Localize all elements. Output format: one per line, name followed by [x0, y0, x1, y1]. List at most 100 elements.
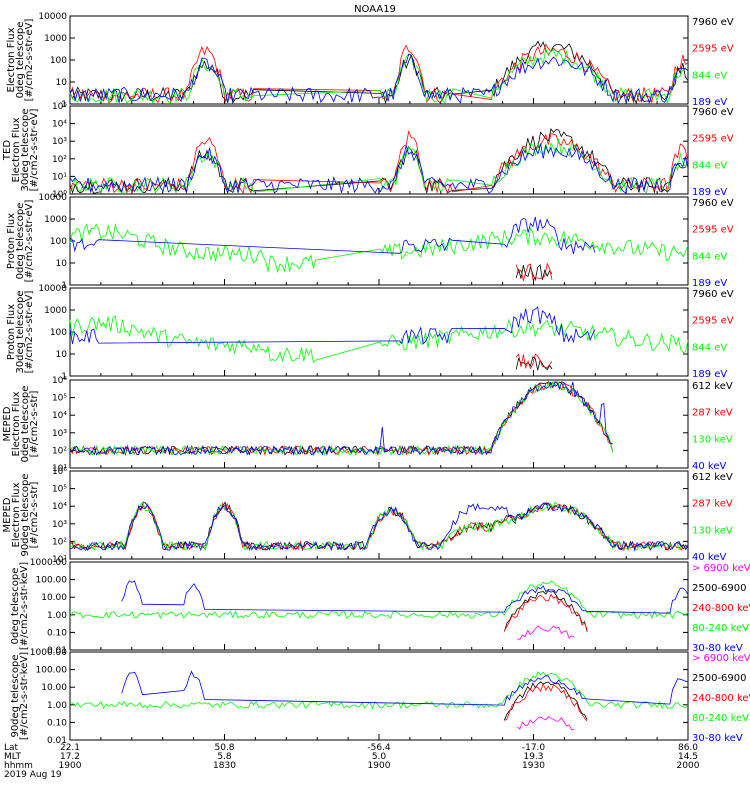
y-tick-label: 10000: [38, 193, 67, 203]
y-tick-label: 10¹: [52, 555, 67, 565]
y-axis-label: 0deg telescope: [20, 386, 31, 463]
panel-7: 1000.00 100.00 10.00 1.00 0.10 0.01 0deg teles…: [10, 558, 750, 656]
y-tick-label: 10³: [52, 429, 67, 439]
y-tick-label: 10⁰: [52, 190, 67, 200]
y-axis-label: 0deg telescope: [15, 203, 26, 280]
x-axis-date: 2019 Aug 19: [4, 770, 62, 780]
y-tick-label: 0.10: [47, 628, 67, 638]
y-axis-label: TED: [2, 140, 13, 161]
y-tick-label: 10⁵: [52, 394, 67, 404]
y-tick-label: 10⁵: [52, 102, 67, 112]
y-axis-label: Proton Flux: [6, 304, 17, 360]
y-tick-label: 10¹: [52, 464, 67, 474]
legend-entry: 2500-6900: [692, 673, 747, 684]
panel-frame: [69, 651, 689, 741]
y-axis-label: 0deg telescope: [15, 22, 26, 99]
legend-entry: 130 keV: [692, 525, 733, 536]
y-axis-label: [#/cm2-s-str-eV]: [29, 109, 40, 192]
y-tick-label: 1.00: [47, 611, 67, 621]
legend-entry: 7960 eV: [692, 198, 734, 209]
y-tick-label: 10000: [38, 284, 67, 294]
panel-frame: [69, 287, 689, 377]
y-tick-label: 10⁶: [52, 467, 67, 477]
legend-entry: 40 keV: [692, 461, 726, 472]
panel-frame: [69, 561, 689, 651]
y-tick-label: 10⁶: [52, 376, 67, 386]
legend-entry: 130 keV: [692, 434, 733, 445]
y-tick-label: 10⁴: [52, 120, 67, 130]
x-tick-lat: 50.8: [214, 743, 234, 753]
y-axis-label: [#/cm2-s-str]: [29, 481, 40, 548]
y-tick-label: 1000.00: [30, 558, 67, 568]
legend-entry: 7960 eV: [692, 107, 734, 118]
legend-entry: > 6900 keV: [692, 653, 750, 664]
y-axis-label: 90deg telescope: [20, 473, 31, 556]
y-axis-label: 30deg telescope: [15, 290, 26, 373]
panel-frame: [69, 196, 689, 286]
y-tick-label: 10.00: [41, 683, 67, 693]
y-axis-label: Electron Flux: [6, 27, 17, 92]
legend-entry: 844 eV: [692, 160, 727, 171]
legend-entry: 30-80 keV: [692, 733, 743, 744]
y-tick-label: 10³: [52, 520, 67, 530]
legend-entry: 240-800 keV: [692, 693, 750, 704]
y-tick-label: 100: [50, 56, 67, 66]
legend-entry: 2500-6900: [692, 583, 747, 594]
y-tick-label: 1000: [44, 215, 67, 225]
x-tick-lat: -56.4: [367, 743, 391, 753]
y-axis-label: [#/cm2-s-str-eV]: [24, 19, 35, 102]
y-tick-label: 1000: [44, 34, 67, 44]
y-tick-label: 100: [50, 237, 67, 247]
y-axis-label: 0deg telescope: [10, 568, 21, 645]
y-tick-label: 10000: [38, 12, 67, 22]
legend-entry: 287 keV: [692, 408, 733, 419]
legend-entry: > 6900 keV: [692, 563, 750, 574]
x-tick-hhmm: 1930: [522, 761, 545, 771]
legend-entry: 844 eV: [692, 251, 727, 262]
y-tick-label: 10²: [52, 155, 67, 165]
y-axis-label: Electron Flux: [11, 482, 22, 547]
y-tick-label: 10²: [52, 537, 67, 547]
legend-entry: 240-800 keV: [692, 603, 750, 614]
y-tick-label: 1000.00: [30, 648, 67, 658]
x-row-label: hhmm: [4, 761, 33, 771]
y-axis-label: 30deg telescope: [20, 108, 31, 191]
panel-frame: [69, 379, 689, 469]
x-tick-hhmm: 1900: [368, 761, 391, 771]
legend-entry: 189 eV: [692, 278, 727, 289]
legend-entry: 30-80 keV: [692, 643, 743, 654]
y-axis-label: [#/cm2-s-str-keV]: [19, 652, 30, 740]
legend-entry: 2595 eV: [692, 44, 734, 55]
y-tick-label: 1: [61, 372, 67, 382]
x-tick-mlt: 5.0: [372, 752, 387, 762]
y-tick-label: 1000: [44, 306, 67, 316]
y-tick-label: 10.00: [41, 593, 67, 603]
y-tick-label: 1: [61, 281, 67, 291]
y-tick-label: 0.01: [47, 736, 67, 746]
y-tick-label: 10: [56, 259, 68, 269]
y-tick-label: 10⁴: [52, 411, 67, 421]
x-row-label: MLT: [4, 752, 22, 762]
y-tick-label: 0.01: [47, 646, 67, 656]
legend-entry: 189 eV: [692, 97, 727, 108]
x-row-label: Lat: [4, 743, 19, 753]
legend-entry: 2595 eV: [692, 134, 734, 145]
y-tick-label: 100.00: [36, 576, 68, 586]
y-tick-label: 100.00: [36, 666, 68, 676]
legend-entry: 2595 eV: [692, 316, 734, 327]
x-tick-hhmm: 2000: [677, 761, 700, 771]
legend-entry: 844 eV: [692, 342, 727, 353]
y-axis-label: [#/cm2-s-str-keV]: [19, 562, 30, 650]
y-tick-label: 10¹: [52, 172, 67, 182]
y-tick-label: 10⁴: [52, 502, 67, 512]
panel-8: 1000.00 100.00 10.00 1.00 0.10 0.01 90deg tele…: [10, 648, 750, 746]
y-tick-label: 1: [61, 100, 67, 110]
y-axis-label: MEPED: [2, 497, 13, 532]
y-tick-label: 10³: [52, 137, 67, 147]
legend-entry: 80-240 keV: [692, 713, 749, 724]
